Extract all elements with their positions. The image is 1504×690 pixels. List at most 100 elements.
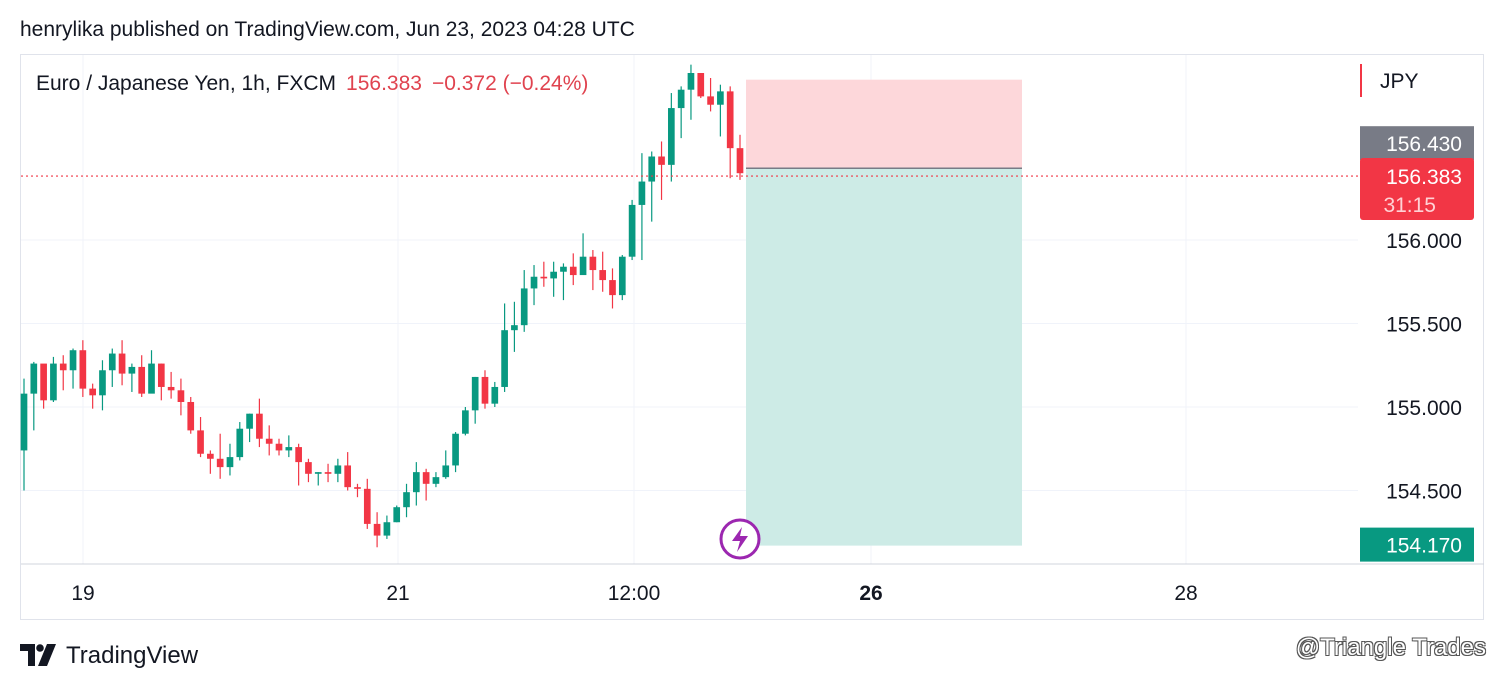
candle-body: [560, 266, 567, 272]
price-tick-label: 155.000: [1386, 397, 1462, 420]
candle-body: [422, 472, 430, 484]
candle-body: [177, 390, 185, 402]
candle-body: [79, 350, 87, 389]
x-tick-label: 12:00: [608, 582, 661, 605]
bolt-icon: [732, 527, 748, 552]
candle: [628, 199, 636, 261]
candle-body: [481, 376, 489, 404]
publish-info: henrylika published on TradingView.com, …: [20, 18, 635, 41]
candle-body: [30, 363, 38, 394]
candle-body: [236, 428, 244, 458]
candle: [324, 463, 332, 483]
candle: [207, 450, 214, 474]
candle: [491, 381, 499, 407]
candle: [69, 348, 77, 389]
candle-body: [207, 453, 214, 459]
candle: [648, 151, 656, 222]
candle-body: [118, 353, 126, 374]
candle: [511, 301, 518, 352]
candle-body: [697, 73, 705, 97]
candle-body: [363, 488, 371, 524]
candle-body: [187, 401, 195, 431]
candle: [226, 443, 234, 476]
last-price-badge-label: 156.383: [1386, 166, 1462, 189]
grid: [21, 55, 1358, 564]
candle: [442, 450, 450, 479]
candle-body: [736, 148, 744, 174]
candle-body: [707, 96, 714, 105]
candle: [481, 370, 489, 409]
candle-body: [471, 376, 479, 411]
candle-body: [677, 89, 685, 109]
countdown-label: 31:15: [1383, 194, 1436, 217]
candle: [167, 371, 175, 399]
candle-body: [305, 462, 312, 474]
candle: [569, 253, 577, 286]
candle: [677, 86, 685, 139]
candle: [177, 378, 185, 416]
candle: [403, 483, 410, 518]
candle: [383, 515, 391, 539]
currency-label: JPY: [1380, 70, 1419, 93]
price-tick-label: 156.000: [1386, 230, 1462, 253]
candle: [236, 422, 244, 461]
candle-body: [540, 276, 548, 279]
candle: [138, 355, 146, 397]
chart-frame[interactable]: [20, 54, 1484, 620]
candle: [432, 472, 440, 488]
candle-body: [726, 91, 734, 149]
tradingview-logo[interactable]: TradingView: [20, 640, 198, 672]
candle: [305, 458, 312, 483]
candle: [216, 433, 224, 479]
candle-body: [618, 256, 626, 296]
x-tick-label: 21: [386, 582, 409, 605]
candle: [118, 340, 126, 386]
candle-body: [99, 370, 106, 396]
candle: [128, 363, 136, 392]
price-chart[interactable]: 154.500 155.000 155.500 156.000 JPY 156.430 15…: [0, 0, 1504, 640]
entry-price-badge: [1360, 126, 1474, 161]
candle: [412, 462, 420, 506]
candle-body: [668, 108, 675, 165]
candle-body: [167, 386, 175, 391]
candle-body: [157, 363, 165, 387]
candle: [599, 251, 607, 292]
candle-body: [138, 366, 146, 394]
candle-body: [511, 325, 518, 331]
candle: [334, 458, 342, 483]
candle: [462, 407, 469, 436]
candle: [687, 64, 695, 120]
candle: [658, 141, 665, 200]
candle-body: [148, 363, 155, 394]
candle-body: [658, 156, 665, 165]
candle-body: [50, 363, 57, 401]
candle-body: [403, 492, 410, 508]
last-price-badge: [1360, 158, 1474, 221]
candle: [285, 435, 293, 458]
legend-price: 156.383: [346, 72, 422, 95]
candle: [197, 417, 204, 458]
candle-body: [589, 256, 597, 271]
candle-body: [324, 472, 332, 474]
price-axis: 154.500 155.000 155.500 156.000 JPY 156.430 15…: [1360, 64, 1474, 562]
candle-body: [373, 523, 381, 536]
candle: [530, 265, 538, 306]
candle-body: [579, 256, 587, 276]
candle: [736, 134, 744, 180]
candles: [20, 64, 744, 548]
candle: [108, 348, 116, 387]
candle: [79, 340, 87, 397]
candle: [618, 255, 626, 301]
target-price-badge-label: 154.170: [1386, 535, 1462, 558]
legend-change: −0.372 (−0.24%): [431, 72, 589, 95]
candle-body: [432, 477, 440, 484]
candle-body: [89, 388, 96, 396]
entry-price-badge-label: 156.430: [1386, 133, 1462, 156]
candle: [726, 86, 734, 179]
candle: [246, 413, 253, 443]
x-tick-label: 26: [859, 582, 882, 605]
stop-loss-zone: [746, 79, 1022, 169]
brand-name: TradingView: [66, 642, 199, 669]
candle: [589, 250, 597, 291]
candle: [540, 261, 548, 287]
